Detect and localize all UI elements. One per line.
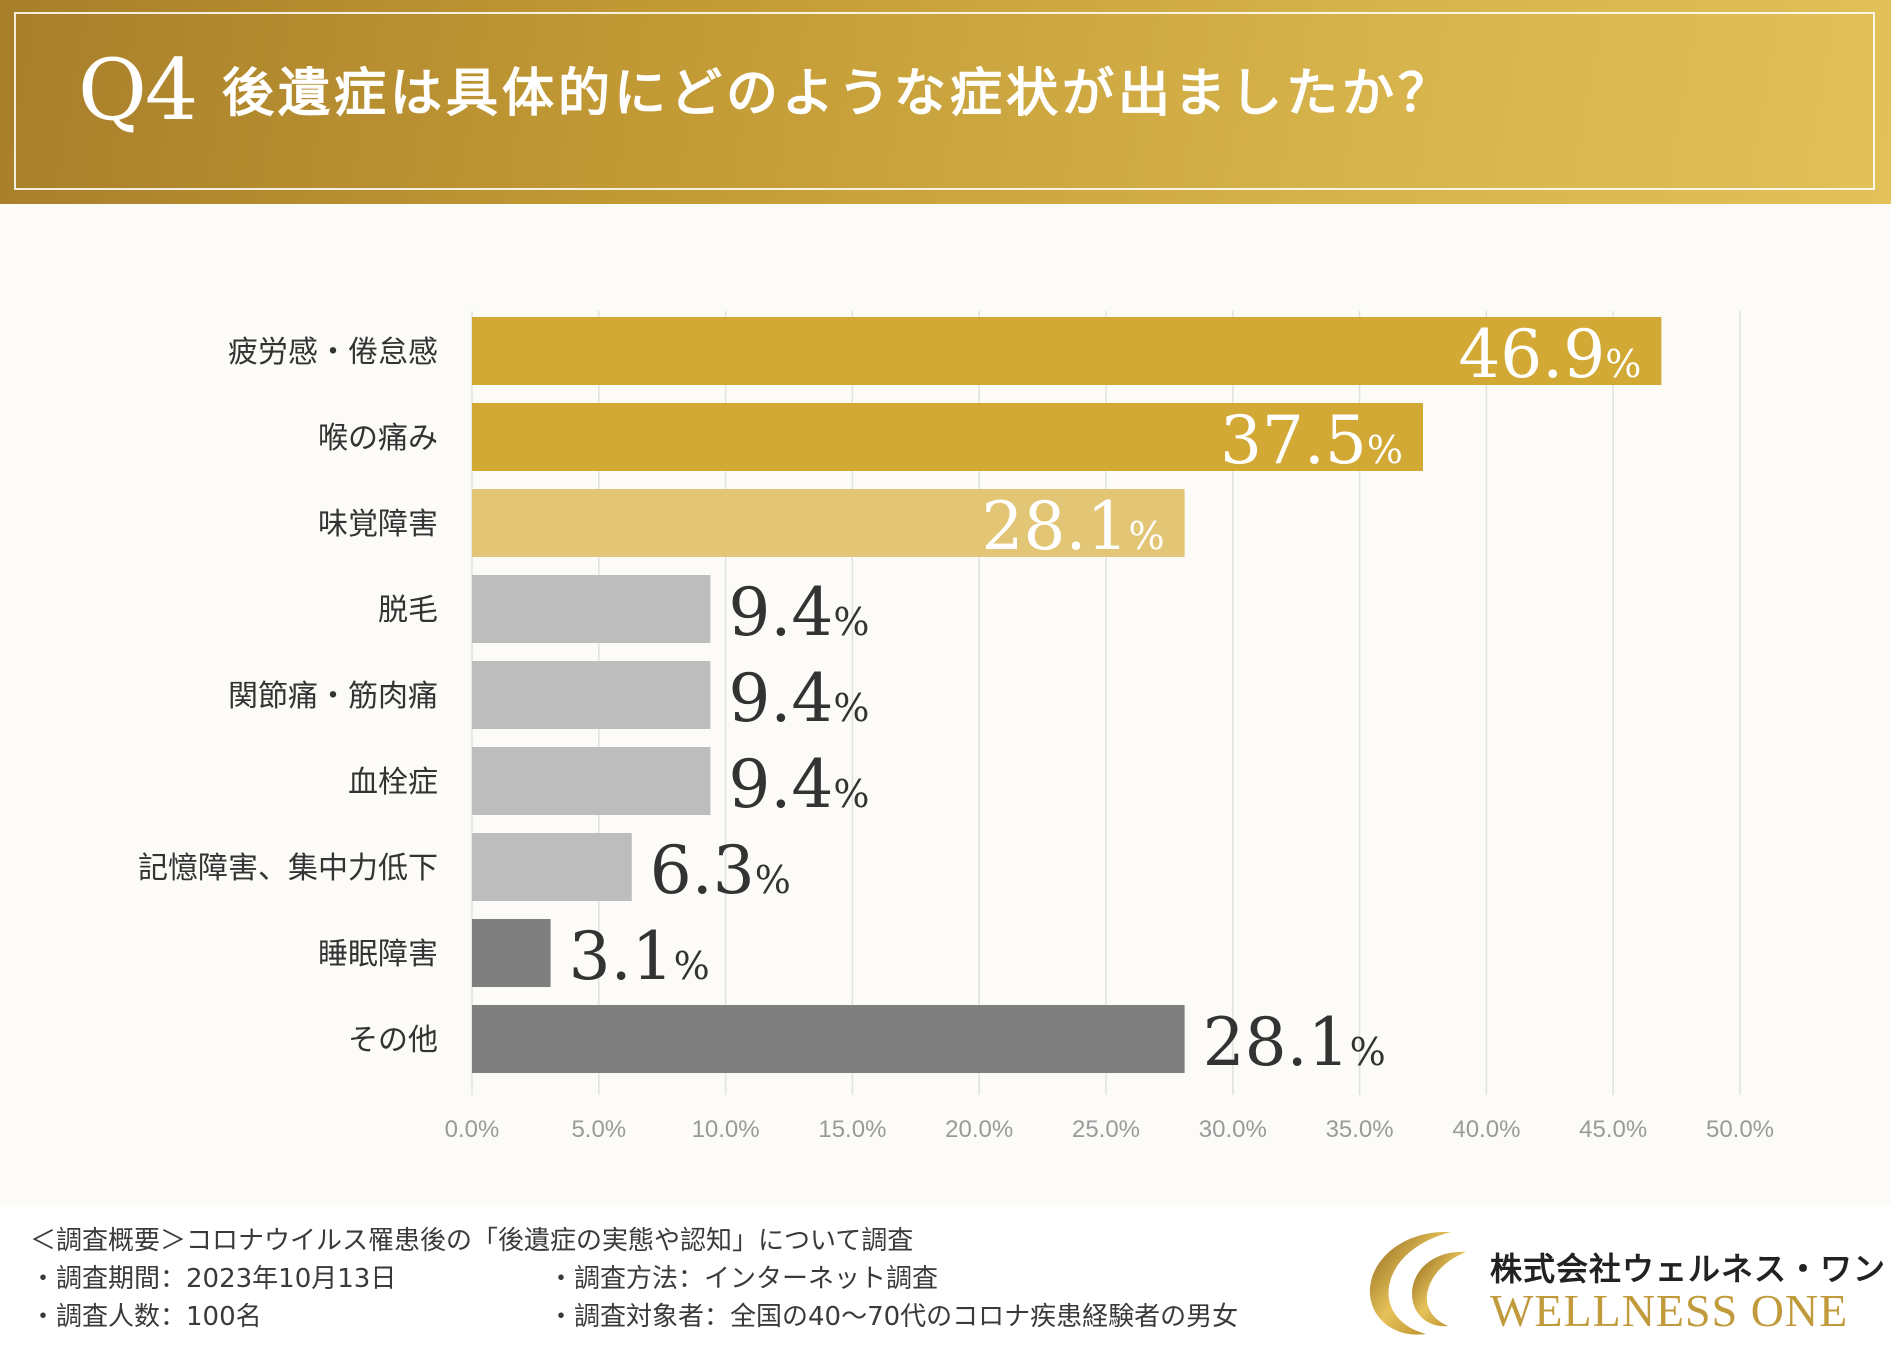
category-label: その他 [348, 1023, 438, 1058]
x-tick-label: 25.0% [1072, 1116, 1140, 1143]
category-label: 疲労感・倦怠感 [228, 335, 438, 370]
value-unit: % [755, 858, 791, 902]
value-label: 9.4% [728, 574, 869, 651]
x-tick-label: 45.0% [1579, 1116, 1647, 1143]
value-label: 37.5% [1220, 402, 1403, 479]
x-tick-label: 5.0% [571, 1116, 626, 1143]
header-frame [14, 12, 1875, 190]
bar-chart: 疲労感・倦怠感喉の痛み味覚障害脱毛関節痛・筋肉痛血栓症記憶障害、集中力低下睡眠障… [138, 311, 1774, 1143]
x-tick-label: 35.0% [1326, 1116, 1394, 1143]
category-label: 味覚障害 [318, 507, 438, 542]
value-number: 9.4 [728, 660, 833, 737]
bars [472, 317, 1662, 1073]
x-tick-label: 20.0% [945, 1116, 1013, 1143]
category-labels: 疲労感・倦怠感喉の痛み味覚障害脱毛関節痛・筋肉痛血栓症記憶障害、集中力低下睡眠障… [138, 335, 438, 1058]
question-title: 後遺症は具体的にどのような症状が出ましたか？ [222, 64, 1455, 124]
value-label: 46.9% [1458, 316, 1641, 393]
value-unit: % [1605, 342, 1641, 386]
bar [472, 575, 711, 643]
bar [472, 317, 1662, 385]
survey-count: ・調査人数：100名 [30, 1302, 262, 1332]
value-label: 6.3% [650, 832, 791, 909]
company-name-jp: 株式会社ウェルネス・ワン [1490, 1250, 1887, 1288]
value-number: 28.1 [1203, 1004, 1350, 1081]
question-number: Q4 [78, 41, 198, 139]
header-banner: Q4 後遺症は具体的にどのような症状が出ましたか？ [0, 0, 1891, 204]
value-number: 28.1 [982, 488, 1129, 565]
x-tick-label: 30.0% [1199, 1116, 1267, 1143]
bar [472, 489, 1185, 557]
value-unit: % [833, 772, 869, 816]
bar [472, 833, 632, 901]
value-label: 28.1% [1203, 1004, 1386, 1081]
category-label: 関節痛・筋肉痛 [228, 679, 438, 714]
category-label: 血栓症 [348, 765, 438, 800]
bar [472, 403, 1423, 471]
value-unit: % [833, 600, 869, 644]
x-axis-ticks: 0.0% 5.0% 10.0% 15.0% 20.0% 25.0% 30.0% 35.0% 40… [445, 1116, 1774, 1143]
value-label: 28.1% [982, 488, 1165, 565]
value-number: 46.9 [1458, 316, 1605, 393]
category-label: 睡眠障害 [318, 937, 438, 972]
wellness-one-logo-icon [1369, 1231, 1466, 1335]
bar [472, 661, 711, 729]
value-number: 9.4 [728, 574, 833, 651]
value-number: 6.3 [650, 832, 755, 909]
x-tick-label: 15.0% [818, 1116, 886, 1143]
x-tick-label: 10.0% [692, 1116, 760, 1143]
x-tick-label: 0.0% [445, 1116, 500, 1143]
value-number: 9.4 [728, 746, 833, 823]
survey-method: ・調査方法：インターネット調査 [548, 1264, 939, 1294]
value-unit: % [1129, 514, 1165, 558]
value-label: 9.4% [728, 746, 869, 823]
bar [472, 1005, 1185, 1073]
value-unit: % [674, 944, 710, 988]
bar [472, 919, 551, 987]
survey-target: ・調査対象者：全国の40〜70代のコロナ疾患経験者の男女 [548, 1302, 1239, 1332]
survey-footer [0, 1205, 1891, 1350]
company-name-en: WELLNESS ONE [1490, 1285, 1849, 1336]
category-label: 喉の痛み [318, 421, 438, 456]
value-unit: % [1350, 1030, 1386, 1074]
category-label: 記憶障害、集中力低下 [138, 851, 438, 886]
value-unit: % [1367, 428, 1403, 472]
value-label: 3.1% [569, 918, 710, 995]
value-unit: % [833, 686, 869, 730]
value-number: 3.1 [569, 918, 674, 995]
x-tick-label: 50.0% [1706, 1116, 1774, 1143]
x-tick-label: 40.0% [1452, 1116, 1520, 1143]
category-label: 脱毛 [378, 593, 438, 628]
value-number: 37.5 [1220, 402, 1367, 479]
survey-overview: ＜調査概要＞コロナウイルス罹患後の「後遺症の実態や認知」について調査 [30, 1226, 914, 1256]
value-labels: 46.9%37.5%28.1%9.4%9.4%9.4%6.3%3.1%28.1% [569, 316, 1642, 1081]
bar [472, 747, 711, 815]
value-label: 9.4% [728, 660, 869, 737]
survey-period: ・調査期間：2023年10月13日 [30, 1264, 397, 1294]
